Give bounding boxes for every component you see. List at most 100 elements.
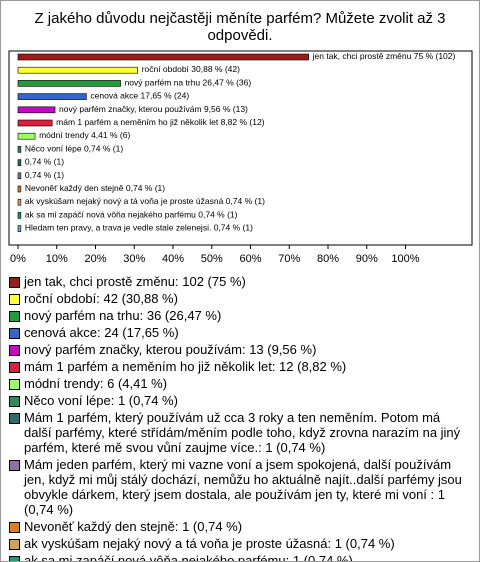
legend-text: nový parfém na trhu: 36 (26,47 %): [24, 308, 222, 323]
bar: [17, 106, 56, 114]
bar-category: módní trendy: [39, 130, 89, 140]
legend-text: Mám jeden parfém, který mi vazne voní a …: [24, 457, 462, 517]
bar-label: Nevoněť každý den stejně 0,74 % (1): [25, 183, 165, 193]
chart: Z jakého důvodu nejčastěji měníte parfém…: [8, 10, 473, 265]
x-tick-label: 80%: [317, 253, 339, 265]
legend: jen tak, chci prostě změnu: 102 (75 %) ro…: [1, 274, 479, 562]
legend-entry: cenová akce: 24 (17,65 %): [9, 325, 471, 340]
bar-category: Hledam ten pravy, a trava je vedle stale…: [25, 223, 214, 233]
bar-value-label: 0,74 % (1): [214, 223, 253, 233]
bar-value-label: 0,74 % (1): [25, 157, 64, 167]
bar-value-label: 0,74 % (1): [198, 210, 237, 220]
x-tick-label: 50%: [201, 253, 223, 265]
bar-label: 0,74 % (1): [25, 157, 64, 167]
bar: [17, 119, 53, 127]
legend-entry: nový parfém na trhu: 36 (26,47 %): [9, 308, 471, 323]
bar-value-label: 4,41 % (6): [91, 130, 130, 140]
bar-label: 0,74 % (1): [25, 170, 64, 180]
legend-entry: Nevoněť každý den stejně: 1 (0,74 %): [9, 519, 471, 534]
bar-category: ak sa mi zapáčí nová vôňa nejakého parfé…: [25, 210, 196, 220]
bar-value-label: 26,47 % (36): [203, 78, 252, 88]
bar: [17, 185, 22, 193]
bar-category: Něco voní lépe: [25, 144, 82, 154]
bar-category: nový parfém na trhu: [125, 78, 201, 88]
bar-category: jen tak, chci prostě změnu: [312, 51, 412, 61]
legend-swatch: [9, 522, 20, 533]
bar: [17, 198, 22, 206]
legend-text: módní trendy: 6 (4,41 %): [24, 376, 168, 391]
bar-value-label: 8,82 % (12): [221, 117, 265, 127]
legend-swatch: [9, 277, 20, 288]
legend-text: jen tak, chci prostě změnu: 102 (75 %): [24, 274, 246, 289]
plot-frame: [8, 50, 473, 246]
bar-category: ak vyskúšam nejaký nový a tá voňa je pro…: [25, 196, 224, 206]
x-tick-label: 20%: [84, 253, 106, 265]
legend-swatch: [9, 345, 20, 356]
bar-value-label: 17,65 % (24): [141, 91, 190, 101]
bar-value-label: 0,74 % (1): [126, 183, 165, 193]
bar-label: nový parfém značky, kterou používám 9,56…: [59, 104, 248, 114]
bar: [17, 225, 22, 232]
bar-label: mám 1 parfém a neměním ho již několik le…: [56, 117, 265, 127]
legend-text: ak sa mi zapáčí nová vôňa nejakého parfé…: [24, 553, 353, 562]
legend-swatch: [9, 413, 20, 424]
legend-swatch: [9, 556, 20, 561]
legend-text: nový parfém značky, kterou používám: 13 …: [24, 342, 317, 357]
bar-value-label: 0,74 % (1): [226, 196, 265, 206]
bar: [17, 132, 36, 140]
legend-swatch: [9, 460, 20, 471]
bar: [17, 66, 138, 74]
legend-text: roční období: 42 (30,88 %): [24, 291, 178, 306]
bar-category: mám 1 parfém a neměním ho již několik le…: [56, 117, 219, 127]
x-tick-label: 30%: [123, 253, 145, 265]
legend-text: Nevoněť každý den stejně: 1 (0,74 %): [24, 519, 243, 534]
bar: [17, 172, 22, 180]
title-line: Z jakého důvodu nejčastěji měníte parfém…: [34, 10, 445, 27]
bar-category: roční období: [142, 64, 190, 74]
legend-swatch: [9, 379, 20, 390]
x-tick-label: 70%: [278, 253, 300, 265]
x-tick-label: 60%: [239, 253, 261, 265]
bar-value-label: 0,74 % (1): [84, 144, 123, 154]
x-tick-label: 0%: [10, 253, 26, 265]
bar-label: nový parfém na trhu 26,47 % (36): [125, 78, 252, 88]
legend-swatch: [9, 294, 20, 305]
chart-title: Z jakého důvodu nejčastěji měníte parfém…: [34, 10, 445, 44]
bar-label: roční období 30,88 % (42): [142, 64, 240, 74]
legend-text: mám 1 parfém a neměním ho již několik le…: [24, 359, 347, 374]
legend-text: Něco voní lépe: 1 (0,74 %): [24, 393, 178, 408]
bar-label: Něco voní lépe 0,74 % (1): [25, 144, 123, 154]
legend-swatch: [9, 328, 20, 339]
title-line: odpovědi.: [207, 27, 272, 44]
legend-entry: ak sa mi zapáčí nová vôňa nejakého parfé…: [9, 553, 471, 562]
legend-entry: mám 1 parfém a neměním ho již několik le…: [9, 359, 471, 374]
bar-value-label: 9,56 % (13): [204, 104, 248, 114]
legend-text: ak vyskúšam nejaký nový a tá voňa je pro…: [24, 536, 395, 551]
bar-category: cenová akce: [90, 91, 138, 101]
bar-category: Nevoněť každý den stejně: [25, 183, 124, 193]
legend-text: cenová akce: 24 (17,65 %): [24, 325, 179, 340]
legend-entry: módní trendy: 6 (4,41 %): [9, 376, 471, 391]
legend-swatch: [9, 362, 20, 373]
x-tick-label: 40%: [162, 253, 184, 265]
bar: [17, 53, 309, 61]
x-tick-label: 100%: [391, 253, 419, 265]
bar: [17, 212, 22, 219]
bar-label: ak vyskúšam nejaký nový a tá voňa je pro…: [25, 196, 265, 206]
bar-label: cenová akce 17,65 % (24): [90, 91, 189, 101]
bar: [17, 80, 121, 87]
bar: [17, 93, 87, 100]
bar-label: módní trendy 4,41 % (6): [39, 130, 130, 140]
bar-label: Hledam ten pravy, a trava je vedle stale…: [25, 223, 253, 233]
bar-category: nový parfém značky, kterou používám: [59, 104, 202, 114]
legend-swatch: [9, 396, 20, 407]
bar-label: jen tak, chci prostě změnu 75 % (102): [312, 51, 456, 61]
legend-swatch: [9, 539, 20, 550]
bar: [17, 146, 22, 153]
bar-label: ak sa mi zapáčí nová vôňa nejakého parfé…: [25, 210, 238, 220]
legend-entry: roční období: 42 (30,88 %): [9, 291, 471, 306]
bar-value-label: 30,88 % (42): [191, 64, 240, 74]
bar: [17, 159, 22, 166]
bar-value-label: 75 % (102): [414, 51, 456, 61]
